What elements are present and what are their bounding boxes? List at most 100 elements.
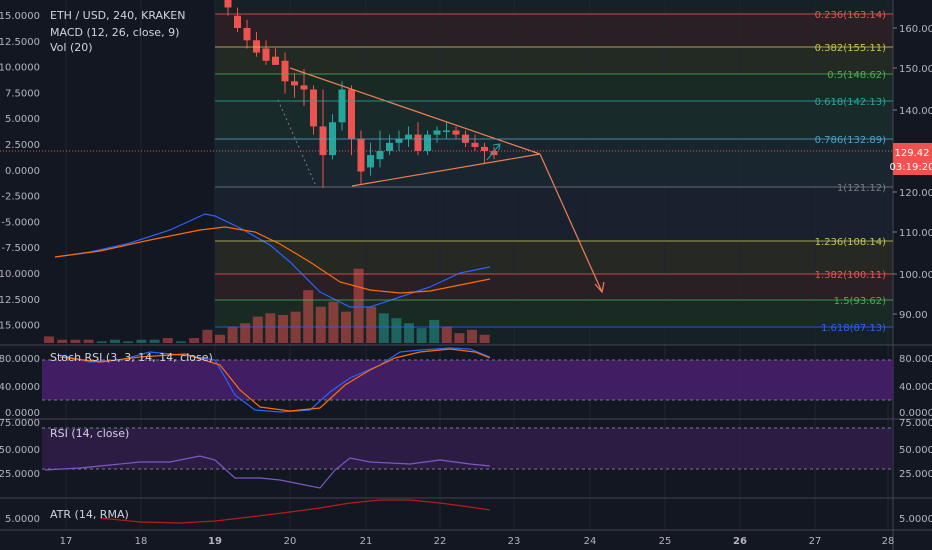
fib-band — [215, 139, 893, 187]
candle-body — [471, 142, 479, 147]
volume-bar — [252, 316, 263, 343]
atr-legend[interactable]: ATR (14, RMA) — [50, 508, 129, 521]
date-tick: 28 — [882, 536, 895, 547]
candle-body — [424, 134, 431, 151]
date-tick: 27 — [809, 536, 822, 547]
left-axis-tick: -5.0000 — [1, 217, 40, 228]
volume-bar — [303, 290, 314, 343]
volume-bar — [57, 339, 68, 343]
volume-bar — [136, 339, 147, 343]
volume-bar — [215, 334, 225, 343]
candle-body — [357, 138, 365, 172]
volume-bar — [467, 329, 477, 343]
fib-level-label: 1(121.12) — [837, 183, 886, 194]
left-axis-tick: 40.0000 — [0, 382, 40, 393]
volume-bar — [366, 306, 377, 343]
volume-bar — [479, 334, 490, 343]
fib-band — [215, 187, 893, 241]
right-axis-tick: 120.00 — [899, 188, 932, 199]
left-axis-tick: -10.0000 — [0, 269, 40, 280]
date-tick: 22 — [434, 536, 447, 547]
fib-band — [215, 274, 893, 300]
candle-body — [272, 56, 279, 65]
volume-bar — [378, 313, 389, 343]
right-axis-tick: 160.00 — [899, 24, 932, 35]
right-axis-tick: 100.00 — [899, 270, 932, 281]
fib-band — [215, 47, 893, 74]
candle-body — [224, 0, 232, 8]
left-axis[interactable]: 15.0000 12.5000 10.0000 7.5000 5.0000 2.5000 0… — [0, 11, 40, 525]
vol-legend[interactable]: Vol (20) — [50, 41, 93, 54]
macd-legend[interactable]: MACD (12, 26, close, 9) — [50, 26, 179, 39]
candle-body — [481, 146, 488, 151]
fib-band — [215, 14, 893, 47]
volume-bar — [429, 319, 440, 343]
right-axis-tick: 75.0000 — [899, 418, 932, 429]
date-tick: 19 — [208, 536, 222, 547]
volume-bar — [44, 336, 54, 343]
left-axis-tick: 0.0000 — [5, 408, 40, 419]
date-tick: 18 — [135, 536, 148, 547]
fib-band — [215, 241, 893, 274]
projection-arrow[interactable] — [539, 153, 603, 293]
candle-body — [243, 28, 251, 41]
macd-signal-line — [54, 226, 491, 294]
right-axis-tick: 80.0000 — [899, 354, 932, 365]
candle-body — [234, 15, 241, 28]
candle-body — [490, 151, 498, 156]
date-tick: 26 — [733, 536, 747, 547]
left-axis-tick: 2.5000 — [5, 140, 40, 151]
candle-body — [262, 48, 270, 61]
right-axis-tick: 50.0000 — [899, 445, 932, 456]
left-axis-tick: 7.5000 — [5, 88, 40, 99]
right-axis-tick: 25.0000 — [899, 469, 932, 480]
volume-bar — [162, 338, 173, 343]
left-axis-tick: -7.5000 — [1, 243, 40, 254]
date-tick: 20 — [284, 536, 297, 547]
right-axis-tick: 110.00 — [899, 228, 932, 239]
rsi-legend[interactable]: RSI (14, close) — [50, 427, 129, 440]
left-axis-tick: 5.0000 — [5, 114, 40, 125]
candle-body — [443, 130, 450, 132]
volume-bar — [202, 329, 213, 343]
left-axis-tick: 0.0000 — [5, 166, 40, 177]
date-tick: 23 — [508, 536, 521, 547]
fib-band — [215, 300, 893, 327]
fib-level-label: 0.786(132.89) — [815, 135, 887, 146]
stoch-band — [42, 360, 893, 400]
fib-level-label: 1.5(93.62) — [834, 296, 886, 307]
price-badge — [893, 143, 932, 175]
fib-level-label: 0.5(148.62) — [827, 70, 886, 81]
volume-bar — [404, 323, 414, 343]
volume-bar — [315, 306, 326, 343]
left-axis-tick: 10.0000 — [0, 63, 40, 74]
left-axis-tick: 50.0000 — [0, 445, 40, 456]
candle-body — [367, 155, 374, 168]
left-axis-tick: 25.0000 — [0, 469, 40, 480]
volume-bar — [391, 318, 402, 343]
rsi-band — [42, 428, 893, 469]
fib-band — [215, 101, 893, 139]
left-axis-tick: -15.0000 — [0, 321, 40, 332]
candle-body — [452, 130, 460, 135]
left-axis-tick: 12.5000 — [0, 37, 40, 48]
fib-anchor-line[interactable] — [277, 99, 317, 187]
fib-bands — [215, 14, 893, 327]
left-axis-tick: 5.0000 — [5, 514, 40, 525]
fib-level-label: 1.618(87.13) — [821, 323, 886, 334]
volume-bar — [70, 339, 81, 343]
rsi-line — [44, 455, 491, 489]
right-axis-tick: 90.00 — [899, 310, 928, 321]
right-axis-tick: 0.0000 — [899, 408, 932, 419]
symbol-title[interactable]: ETH / USD, 240, KRAKEN — [50, 9, 185, 22]
breakout-marker — [486, 143, 501, 161]
volume-bar — [189, 338, 200, 343]
stoch-legend[interactable]: Stoch RSI (3, 3, 14, 14, close) — [50, 351, 213, 364]
fib-level-label: 1.236(108.14) — [815, 237, 887, 248]
time-axis[interactable]: 17 18 19 20 21 22 23 24 25 26 27 28 — [60, 536, 895, 547]
volume-bar — [123, 341, 134, 343]
fib-level-label: 0.382(155.11) — [815, 43, 887, 54]
fib-level-label: 1.382(100.11) — [815, 270, 887, 281]
price-badge-value: 129.42 — [895, 148, 930, 159]
